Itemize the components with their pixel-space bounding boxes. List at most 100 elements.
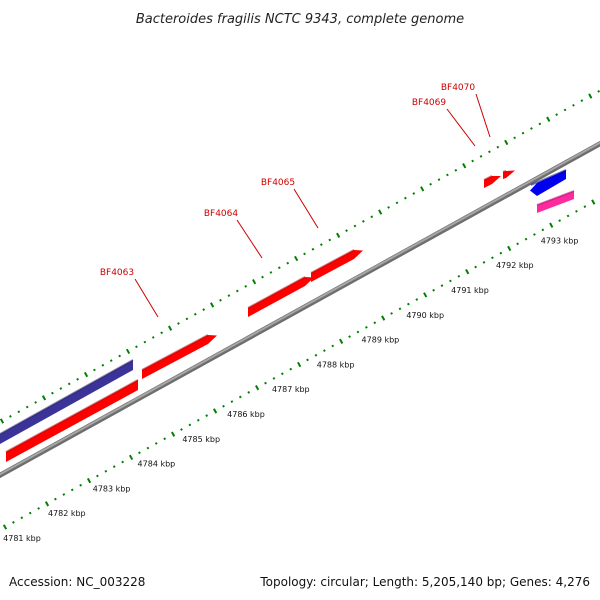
upper-tick (109, 359, 113, 363)
upper-tick (362, 220, 365, 223)
upper-tick (34, 401, 37, 404)
lower-tick (128, 454, 134, 461)
upper-tick (244, 285, 248, 288)
lower-tick (272, 377, 276, 380)
gene-blue (530, 169, 567, 196)
lower-tick (180, 428, 183, 431)
lower-tick (306, 358, 309, 362)
gene-label-leader (446, 108, 476, 147)
lower-tick (365, 326, 368, 329)
upper-tick (311, 247, 315, 251)
upper-tick (471, 159, 474, 163)
upper-tick (193, 312, 197, 316)
upper-tick (0, 418, 5, 424)
gene-bf4064 (247, 276, 314, 317)
lower-tick (533, 233, 536, 236)
scale-labels: 4781 kbp 4782 kbp 4783 kbp 4784 kbp 4785 kbp… (3, 236, 578, 543)
upper-tick (269, 271, 273, 274)
upper-tick (93, 368, 96, 372)
lower-tick (170, 431, 176, 437)
upper-tick (429, 182, 432, 186)
upper-tick (83, 371, 89, 378)
gene-features (0, 169, 575, 462)
gene-bf4063 (141, 334, 217, 379)
gene-label: BF4070 (441, 83, 476, 93)
lower-tick (37, 507, 40, 510)
upper-tick (143, 340, 147, 344)
upper-tick (504, 139, 509, 146)
gene-label-leader (134, 278, 159, 318)
upper-tick (167, 325, 173, 331)
scale-label: 4783 kbp (93, 484, 131, 493)
lower-tick (348, 335, 351, 339)
upper-tick (588, 93, 593, 99)
upper-tick (67, 382, 71, 386)
gene-label-leader (236, 219, 263, 259)
upper-tick (555, 113, 559, 116)
upper-tick (185, 317, 189, 321)
lower-tick (104, 469, 108, 473)
upper-tick (521, 131, 525, 135)
lower-tick (575, 209, 578, 213)
lower-tick (230, 400, 234, 404)
lower-tick (146, 446, 150, 450)
upper-tick (404, 196, 407, 200)
upper-tick (437, 178, 441, 181)
lower-tick (121, 460, 125, 464)
upper-tick (538, 122, 542, 126)
upper-tick (412, 192, 416, 195)
upper-tick-track (0, 90, 600, 424)
lower-tick (163, 437, 167, 441)
scale-label: 4790 kbp (406, 311, 444, 320)
upper-tick (546, 116, 551, 122)
upper-tick (235, 289, 239, 293)
lower-tick-track (2, 199, 596, 530)
scale-label: 4791 kbp (451, 286, 489, 295)
lower-tick (507, 245, 512, 252)
lower-tick (432, 288, 435, 292)
scale-label: 4786 kbp (227, 410, 265, 419)
gene-red-1 (5, 379, 139, 462)
upper-tick (420, 186, 425, 192)
upper-tick (353, 224, 357, 228)
lower-tick (297, 361, 302, 368)
scale-label: 4785 kbp (182, 435, 220, 444)
upper-tick (125, 348, 131, 355)
lower-tick (457, 274, 461, 278)
scale-label: 4781 kbp (3, 534, 41, 543)
scale-label: 4792 kbp (496, 261, 534, 270)
lower-tick (264, 381, 267, 385)
lower-tick (381, 315, 386, 321)
scale-label: 4788 kbp (317, 360, 355, 369)
lower-tick (213, 408, 218, 414)
gene-bf4070 (502, 170, 515, 179)
lower-tick (491, 256, 494, 260)
gene-labels: BF4063 BF4064 BF4065 BF4069 BF4070 (100, 83, 491, 318)
map-title: Bacteroides fragilis NCTC 9343, complete… (136, 12, 464, 27)
lower-tick (322, 349, 326, 352)
lower-tick (415, 298, 419, 301)
lower-tick (12, 520, 15, 524)
lower-tick (331, 344, 335, 348)
upper-tick (25, 405, 29, 409)
lower-tick (499, 251, 503, 255)
upper-tick (328, 238, 332, 242)
upper-tick (202, 308, 206, 311)
upper-tick (9, 414, 12, 418)
upper-tick (294, 255, 299, 262)
lower-tick (44, 501, 50, 507)
upper-tick (387, 206, 390, 209)
gene-pink (536, 190, 575, 213)
upper-tick (76, 377, 79, 381)
upper-tick (261, 275, 264, 279)
lower-tick (440, 284, 444, 287)
accession-text: Accession: NC_003228 (9, 575, 145, 589)
upper-tick (580, 99, 584, 103)
upper-tick (41, 395, 47, 401)
genome-backbone (0, 140, 600, 479)
upper-tick (319, 243, 323, 246)
lower-tick (2, 524, 8, 530)
upper-tick (118, 354, 122, 358)
gene-label-leader (293, 188, 319, 229)
